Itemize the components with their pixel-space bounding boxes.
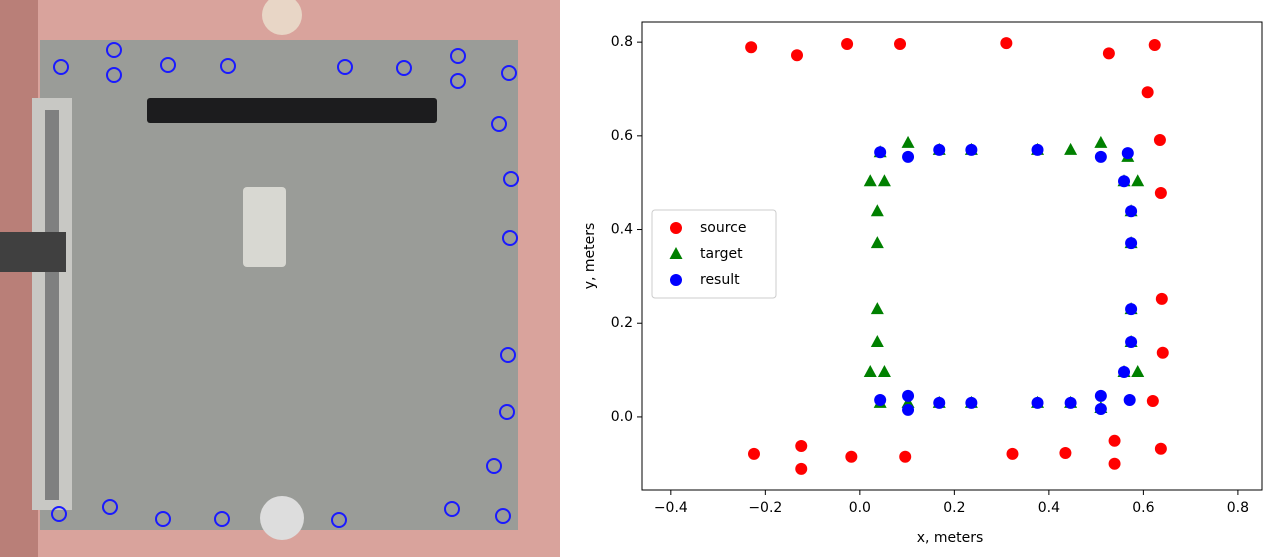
data-point (1131, 174, 1145, 187)
data-point (1131, 364, 1145, 377)
data-point (795, 462, 808, 475)
data-point (1155, 292, 1168, 305)
fixture (260, 496, 304, 540)
data-point (863, 174, 877, 187)
x-tick-label: 0.2 (943, 500, 965, 516)
y-tick-label: 0.0 (611, 409, 633, 425)
slot (147, 98, 437, 123)
data-point (1094, 389, 1107, 402)
x-tick-label: −0.2 (748, 500, 782, 516)
data-point (1000, 37, 1013, 50)
data-point (863, 364, 877, 377)
data-point (795, 439, 808, 452)
data-point (1125, 237, 1138, 250)
data-point (745, 41, 758, 54)
data-point (1154, 442, 1167, 455)
bolt-markers (51, 42, 519, 528)
data-point (1094, 150, 1107, 163)
data-point (1123, 394, 1136, 407)
data-point (902, 150, 915, 163)
data-point (901, 135, 915, 148)
data-point (933, 143, 946, 156)
data-point (1059, 446, 1072, 459)
data-point (933, 396, 946, 409)
y-tick-label: 0.6 (611, 128, 633, 144)
data-point (877, 174, 891, 187)
data-point (1125, 335, 1138, 348)
data-point (1108, 457, 1121, 470)
data-point (1156, 346, 1169, 359)
legend-box (651, 209, 777, 299)
data-point (965, 396, 978, 409)
legend-label: target (700, 246, 743, 262)
y-tick-label: 0.4 (611, 222, 633, 238)
data-point (1148, 38, 1161, 51)
data-point (1031, 143, 1044, 156)
data-point (845, 450, 858, 463)
data-point (1031, 396, 1044, 409)
data-point (1118, 365, 1131, 378)
data-point (870, 236, 884, 249)
data-point (1153, 134, 1166, 147)
legend-marker (670, 274, 682, 286)
legend-label: result (700, 272, 740, 288)
photo (0, 0, 560, 557)
rail-inner (45, 110, 59, 500)
data-point (874, 394, 887, 407)
data-point (747, 447, 760, 460)
data-point (1094, 402, 1107, 415)
chart: x, meters y, meters −0.4 −0.2 0.0 0.2 0.4 0.6… (582, 21, 1263, 546)
x-tick-label: 0.6 (1132, 500, 1154, 516)
legend-marker (670, 222, 682, 234)
data-point (1146, 394, 1159, 407)
data-point (1108, 434, 1121, 447)
data-point (1094, 135, 1108, 148)
x-tick-label: −0.4 (654, 500, 688, 516)
legend-label: source (700, 220, 747, 236)
data-point (1102, 47, 1115, 60)
data-point (874, 146, 887, 159)
data-point (791, 49, 803, 62)
remote (243, 187, 286, 267)
data-point (899, 450, 912, 463)
data-point (1118, 175, 1131, 188)
data-point (870, 204, 884, 217)
data-point (965, 143, 978, 156)
data-point (870, 334, 884, 347)
legend-marker (669, 247, 683, 259)
photo-edge (0, 0, 38, 557)
data-point (1064, 142, 1078, 155)
x-tick-label: 0.4 (1038, 500, 1060, 516)
data-point (894, 38, 907, 51)
clamp (0, 232, 66, 272)
data-point (1154, 186, 1167, 199)
data-point (841, 38, 854, 51)
y-tick-label: 0.2 (611, 315, 633, 331)
data-point (1121, 147, 1134, 160)
x-axis-label: x, meters (917, 530, 984, 546)
data-point (902, 389, 915, 402)
data-point (1064, 396, 1077, 409)
x-tick-label: 0.0 (849, 500, 871, 516)
data-point (902, 403, 915, 416)
y-tick-label: 0.8 (611, 34, 633, 50)
data-point (870, 302, 884, 315)
x-tick-label: 0.8 (1227, 500, 1249, 516)
y-axis-label: y, meters (582, 223, 598, 290)
data-point (1006, 447, 1019, 460)
data-point (1141, 86, 1154, 99)
data-point (877, 364, 891, 377)
fixture (262, 0, 302, 35)
axes-frame (641, 21, 1263, 491)
data-point (1125, 205, 1138, 218)
data-point (1125, 303, 1138, 316)
